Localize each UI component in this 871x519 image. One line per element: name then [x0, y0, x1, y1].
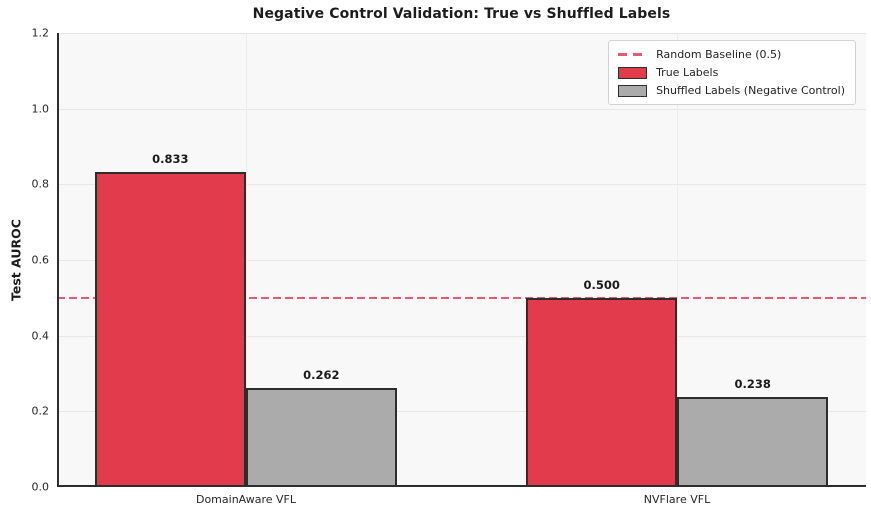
dashed-line-swatch — [618, 53, 648, 56]
dashed-line-swatch-glyph — [618, 53, 648, 56]
legend-item-shuffled-labels: Shuffled Labels (Negative Control) — [618, 84, 845, 97]
bar-true-labels-1 — [526, 297, 678, 487]
legend-label-shuffled-labels: Shuffled Labels (Negative Control) — [656, 84, 845, 97]
legend-item-true-labels: True Labels — [618, 66, 845, 79]
y-tick-label: 0.2 — [31, 404, 50, 418]
bar-shuffled-labels-0 — [245, 387, 397, 487]
x-tick-label: DomainAware VFL — [195, 493, 297, 506]
plot-top-edge — [57, 33, 866, 34]
true-labels-swatch-glyph — [618, 66, 648, 79]
x-axis-spine — [57, 484, 866, 487]
shuffled-labels-swatch — [618, 84, 648, 97]
y-tick-label: 0.0 — [31, 480, 50, 494]
h-gridline — [57, 411, 866, 412]
legend-label-random-baseline: Random Baseline (0.5) — [656, 48, 782, 61]
v-gridline — [677, 33, 678, 487]
legend: Random Baseline (0.5) True Labels Shuffl… — [608, 40, 856, 105]
h-gridline — [57, 336, 866, 337]
bar-true-labels-0 — [94, 171, 246, 487]
legend-item-random-baseline: Random Baseline (0.5) — [618, 48, 845, 61]
y-tick-label: 0.8 — [31, 177, 50, 191]
bar-value-label: 0.500 — [583, 277, 620, 292]
shuffled-labels-swatch-glyph — [618, 84, 648, 97]
y-tick-label: 1.0 — [31, 102, 50, 116]
random-baseline-line — [57, 297, 866, 299]
bar-value-label: 0.833 — [152, 151, 189, 166]
y-tick-label: 0.4 — [31, 329, 50, 343]
bar-value-label: 0.262 — [303, 367, 340, 382]
h-gridline — [57, 260, 866, 261]
h-gridline — [57, 109, 866, 110]
true-labels-swatch — [618, 66, 648, 79]
legend-label-true-labels: True Labels — [656, 66, 719, 79]
chart-title: Negative Control Validation: True vs Shu… — [252, 6, 671, 22]
plot-area: 0.833 0.500 0.262 0.238 Random Baseline (0.… — [57, 33, 866, 487]
y-tick-label: 0.6 — [31, 253, 50, 267]
y-tick-label: 1.2 — [31, 26, 50, 40]
bar-shuffled-labels-1 — [677, 397, 829, 487]
bar-value-label: 0.238 — [734, 376, 771, 391]
v-gridline — [246, 33, 247, 487]
h-gridline — [57, 184, 866, 185]
y-axis-spine — [57, 33, 59, 487]
x-tick-label: NVFlare VFL — [643, 493, 711, 506]
